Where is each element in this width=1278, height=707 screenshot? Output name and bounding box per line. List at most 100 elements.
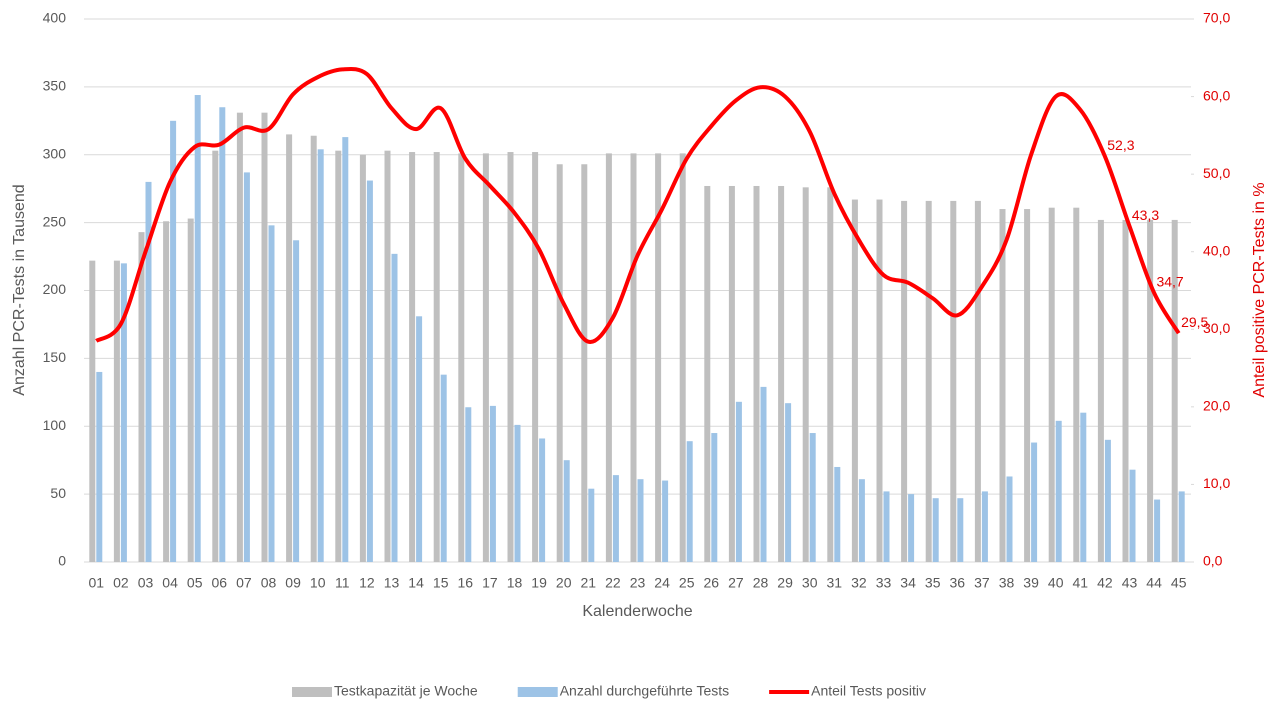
bar bbox=[212, 150, 219, 563]
bar bbox=[950, 200, 957, 562]
x-tick-label: 21 bbox=[581, 575, 597, 591]
y-tick-label: 50 bbox=[50, 485, 66, 501]
bar bbox=[974, 200, 981, 562]
bar bbox=[359, 154, 366, 562]
bar bbox=[556, 164, 563, 562]
bar bbox=[981, 491, 988, 562]
bar bbox=[999, 209, 1006, 563]
bar bbox=[883, 491, 890, 562]
y-tick-label: 350 bbox=[43, 78, 67, 94]
x-tick-label: 33 bbox=[876, 575, 892, 591]
bar bbox=[1031, 442, 1038, 562]
legend-label: Anteil Tests positiv bbox=[811, 683, 926, 699]
x-tick-label: 03 bbox=[138, 575, 154, 591]
x-tick-label: 30 bbox=[802, 575, 818, 591]
bar bbox=[310, 135, 317, 562]
bar bbox=[760, 386, 767, 562]
y-axis-title: Anzahl PCR-Tests in Tausend bbox=[11, 184, 28, 395]
bar bbox=[686, 441, 693, 562]
x-tick-label: 35 bbox=[925, 575, 941, 591]
legend-swatch bbox=[517, 687, 558, 697]
y2-tick-label: 30,0 bbox=[1203, 320, 1230, 336]
bar bbox=[851, 199, 858, 563]
bar bbox=[1048, 207, 1055, 562]
bar bbox=[827, 187, 834, 562]
y2-tick-label: 40,0 bbox=[1203, 242, 1230, 258]
bar bbox=[138, 232, 145, 562]
legend-label: Testkapazität je Woche bbox=[334, 683, 478, 699]
bar bbox=[236, 112, 243, 562]
data-label: 52,3 bbox=[1107, 137, 1134, 153]
bar bbox=[1154, 499, 1161, 562]
x-tick-label: 12 bbox=[359, 575, 375, 591]
bar bbox=[679, 153, 686, 562]
bar bbox=[286, 134, 293, 562]
x-tick-label: 13 bbox=[384, 575, 400, 591]
x-tick-label: 06 bbox=[212, 575, 228, 591]
bar bbox=[293, 240, 300, 562]
bar bbox=[1129, 469, 1136, 562]
bar bbox=[1080, 412, 1087, 562]
bar bbox=[145, 181, 152, 562]
bar bbox=[1055, 420, 1062, 562]
bar bbox=[932, 498, 939, 562]
x-tick-label: 16 bbox=[458, 575, 474, 591]
bar bbox=[581, 164, 588, 562]
y2-axis-title: Anteil positive PCR-Tests in % bbox=[1251, 182, 1268, 397]
bar bbox=[834, 466, 841, 562]
bar bbox=[261, 112, 268, 562]
y2-tick-label: 60,0 bbox=[1203, 87, 1230, 103]
bar bbox=[317, 149, 324, 562]
bar bbox=[194, 95, 201, 563]
bar bbox=[489, 405, 496, 562]
bar bbox=[268, 225, 275, 562]
x-tick-label: 25 bbox=[679, 575, 695, 591]
y2-tick-label: 20,0 bbox=[1203, 398, 1230, 414]
bar bbox=[704, 185, 711, 562]
y-tick-label: 300 bbox=[43, 145, 67, 161]
x-tick-label: 02 bbox=[113, 575, 129, 591]
bar bbox=[539, 438, 546, 562]
x-tick-label: 27 bbox=[728, 575, 744, 591]
x-tick-label: 43 bbox=[1122, 575, 1138, 591]
x-axis-title: Kalenderwoche bbox=[582, 603, 692, 620]
y2-tick-label: 70,0 bbox=[1203, 10, 1230, 26]
x-tick-label: 09 bbox=[285, 575, 301, 591]
bar bbox=[219, 107, 226, 563]
bar bbox=[342, 137, 349, 563]
bar bbox=[89, 260, 96, 562]
bar bbox=[1073, 207, 1080, 562]
data-label: 29,5 bbox=[1181, 314, 1208, 330]
x-tick-label: 11 bbox=[335, 575, 350, 591]
x-tick-label: 45 bbox=[1171, 575, 1187, 591]
x-tick-label: 15 bbox=[433, 575, 449, 591]
bar bbox=[433, 152, 440, 562]
y2-tick-label: 50,0 bbox=[1203, 165, 1230, 181]
bar bbox=[409, 152, 416, 562]
x-tick-label: 31 bbox=[827, 575, 843, 591]
y-tick-label: 250 bbox=[43, 213, 67, 229]
bar bbox=[458, 153, 465, 562]
bar bbox=[1104, 439, 1111, 562]
bar bbox=[858, 479, 865, 562]
x-tick-label: 37 bbox=[974, 575, 990, 591]
bar bbox=[753, 185, 760, 562]
bar bbox=[778, 185, 785, 562]
data-label: 34,7 bbox=[1156, 274, 1183, 290]
bar bbox=[482, 153, 489, 562]
x-tick-label: 22 bbox=[605, 575, 621, 591]
bar bbox=[655, 153, 662, 562]
bar bbox=[711, 433, 718, 562]
bar bbox=[637, 479, 644, 562]
x-tick-label: 24 bbox=[654, 575, 670, 591]
x-tick-label: 39 bbox=[1023, 575, 1039, 591]
bar bbox=[957, 498, 964, 562]
bar bbox=[908, 494, 915, 562]
bar bbox=[728, 185, 735, 562]
x-tick-label: 14 bbox=[408, 575, 424, 591]
x-tick-label: 42 bbox=[1097, 575, 1113, 591]
bar bbox=[113, 260, 120, 562]
x-tick-label: 32 bbox=[851, 575, 867, 591]
